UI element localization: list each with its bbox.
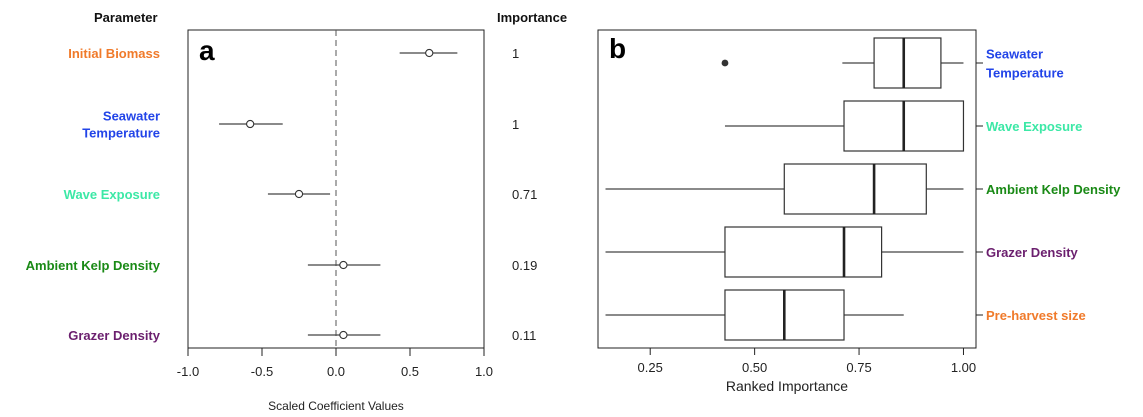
x-tick-label: -1.0 <box>177 364 199 379</box>
coefficient-point <box>246 119 255 129</box>
box-iqr <box>783 163 927 215</box>
importance-value: 1 <box>512 46 519 61</box>
outlier-point <box>721 59 729 67</box>
box-iqr <box>724 226 883 278</box>
panel-a-parameter-labels: Initial Biomass Seawater Temperature Wave E… <box>26 46 161 343</box>
x-tick-label: 0.50 <box>742 360 767 375</box>
box-category-label: Seawater <box>986 47 1043 62</box>
parameter-label: Grazer Density <box>68 328 161 343</box>
box-category-label: Pre-harvest size <box>986 308 1086 323</box>
importance-header: Importance <box>497 10 567 25</box>
x-tick-label: -0.5 <box>251 364 273 379</box>
x-tick-label: 0.5 <box>401 364 419 379</box>
parameter-label: Seawater <box>103 109 160 124</box>
parameter-label: Initial Biomass <box>68 46 160 61</box>
x-tick-label: 0.25 <box>638 360 663 375</box>
parameter-label: Temperature <box>82 126 160 141</box>
panel-a: Parameter Importance a Initial Biomass Se… <box>26 10 567 413</box>
box-category-label: Grazer Density <box>986 245 1079 260</box>
importance-value: 0.71 <box>512 187 537 202</box>
box-iqr <box>873 37 942 89</box>
panel-a-x-axis: -1.0 -0.5 0.0 0.5 1.0 <box>177 348 493 379</box>
panel-b-x-label: Ranked Importance <box>726 378 848 394</box>
coefficient-point <box>294 189 304 199</box>
parameter-label: Wave Exposure <box>64 187 160 202</box>
panel-b-marks <box>605 37 965 341</box>
x-tick-label: 0.75 <box>846 360 871 375</box>
coefficient-point <box>425 48 434 58</box>
importance-value: 1 <box>512 117 519 132</box>
importance-value: 0.11 <box>512 328 536 343</box>
panel-b-letter: b <box>609 33 626 64</box>
panel-a-x-label: Scaled Coefficient Values <box>268 399 404 413</box>
box-category-label: Wave Exposure <box>986 119 1082 134</box>
box-category-label: Ambient Kelp Density <box>986 182 1121 197</box>
coefficient-point <box>339 260 348 270</box>
panel-a-importance-values: 1 1 0.71 0.19 0.11 <box>512 46 537 343</box>
panel-b: b Seawater Temperature Wave Exposure Ambien… <box>597 29 1121 394</box>
coefficient-point <box>339 330 348 340</box>
parameter-header: Parameter <box>94 10 158 25</box>
parameter-label: Ambient Kelp Density <box>26 258 161 273</box>
panel-b-labels: Seawater Temperature Wave Exposure Ambient … <box>976 47 1121 323</box>
x-tick-label: 1.0 <box>475 364 493 379</box>
panel-b-x-axis: 0.25 0.50 0.75 1.00 <box>638 348 976 375</box>
panel-a-letter: a <box>199 35 215 66</box>
panel-a-marks <box>219 48 458 340</box>
importance-value: 0.19 <box>512 258 537 273</box>
x-tick-label: 1.00 <box>951 360 976 375</box>
x-tick-label: 0.0 <box>327 364 345 379</box>
box-category-label: Temperature <box>986 66 1064 81</box>
